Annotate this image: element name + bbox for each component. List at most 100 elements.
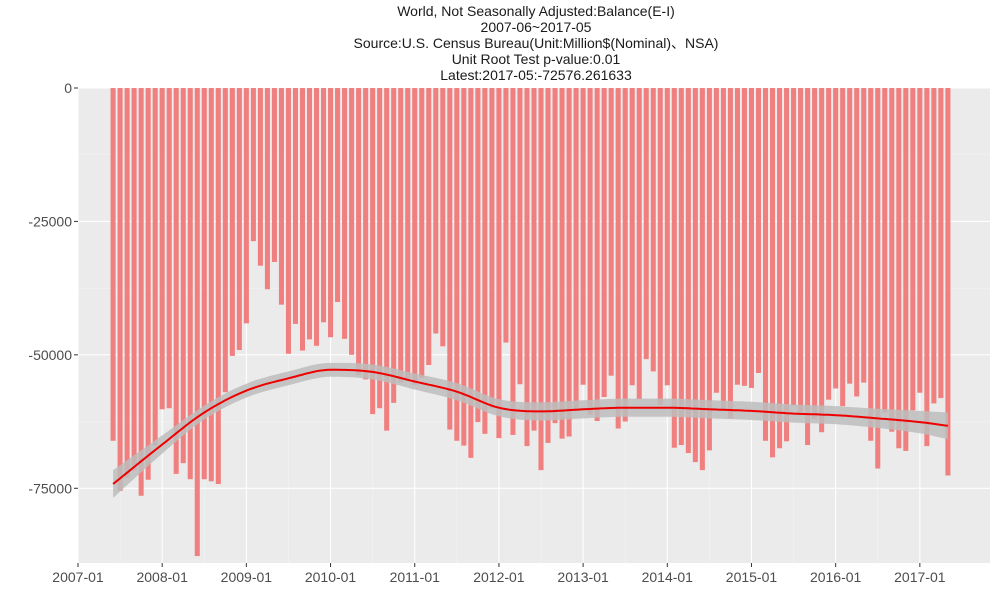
chart-source: Source:U.S. Census Bureau(Unit:Million$(…	[353, 35, 719, 51]
bar	[229, 88, 235, 356]
bar	[580, 88, 586, 385]
bar	[896, 88, 902, 449]
bar	[812, 88, 818, 419]
bar	[854, 88, 860, 397]
bar	[517, 88, 523, 385]
bar	[187, 88, 193, 480]
bar	[868, 88, 874, 441]
bar	[650, 88, 656, 372]
bar	[861, 88, 867, 383]
bar	[573, 88, 579, 410]
x-tick-label: 2015-01	[726, 569, 778, 585]
bar	[566, 88, 572, 437]
bar	[215, 88, 221, 485]
bar	[299, 88, 306, 351]
bar	[131, 88, 137, 471]
bar	[475, 88, 481, 423]
bar	[910, 88, 916, 411]
chart-latest-value: Latest:2017-05:-72576.261633	[440, 67, 632, 83]
bar	[587, 88, 593, 415]
bar	[461, 88, 467, 446]
bar	[657, 88, 663, 406]
x-tick-label: 2011-01	[390, 569, 441, 585]
bar	[840, 88, 846, 407]
bar	[201, 88, 207, 480]
bar	[762, 88, 769, 441]
bar	[594, 88, 600, 422]
bar	[636, 88, 642, 400]
bar	[335, 88, 341, 303]
bar	[159, 88, 165, 410]
bar	[208, 88, 214, 482]
bar	[412, 88, 418, 385]
bar	[285, 88, 291, 354]
bar	[321, 88, 327, 323]
bar	[622, 88, 628, 422]
bar	[328, 88, 334, 338]
bar	[356, 88, 362, 376]
x-tick-label: 2008-01	[136, 569, 188, 585]
bar	[931, 88, 937, 404]
x-tick-label: 2013-01	[557, 569, 609, 585]
chart-title: World, Not Seasonally Adjusted:Balance(E…	[397, 3, 675, 19]
bar	[433, 88, 439, 334]
bar	[313, 88, 320, 346]
bar	[531, 88, 537, 431]
bar	[236, 88, 242, 351]
bar	[875, 88, 881, 469]
bar	[545, 88, 551, 443]
bar	[608, 88, 614, 376]
bar	[664, 88, 670, 386]
bar	[945, 88, 951, 476]
bar	[306, 88, 313, 340]
bar	[882, 88, 888, 413]
bar	[405, 88, 411, 382]
bar	[706, 88, 712, 451]
y-tick-label: -25000	[28, 213, 72, 229]
bar	[384, 88, 390, 431]
bar	[777, 88, 783, 449]
bar	[798, 88, 804, 415]
bar	[152, 88, 158, 447]
bar	[138, 88, 144, 496]
bar	[496, 88, 502, 439]
bar	[342, 88, 348, 339]
bar	[769, 88, 776, 458]
bar	[748, 88, 755, 388]
bar	[426, 88, 432, 365]
bar	[833, 88, 839, 389]
bar	[938, 88, 944, 399]
bar	[727, 88, 733, 419]
bar	[257, 88, 263, 266]
smooth-line	[112, 368, 949, 485]
y-tick-label: -75000	[28, 480, 72, 496]
bar	[166, 88, 172, 409]
bar	[278, 88, 284, 305]
bar	[601, 88, 607, 398]
bar	[741, 88, 747, 386]
bar	[145, 88, 151, 480]
bar	[615, 88, 621, 429]
bar	[173, 88, 179, 474]
bar	[538, 88, 544, 471]
x-tick-label: 2017-01	[894, 569, 946, 585]
bar	[699, 88, 705, 471]
x-tick-label: 2010-01	[305, 569, 357, 585]
x-tick-label: 2016-01	[810, 569, 862, 585]
chart-title-block: World, Not Seasonally Adjusted:Balance(E…	[0, 3, 1000, 83]
bar	[552, 88, 558, 424]
chart-unit-root-test: Unit Root Test p-value:0.01	[451, 51, 621, 67]
bar	[489, 88, 495, 409]
bar	[180, 88, 186, 464]
bar	[117, 88, 123, 491]
bar	[482, 88, 488, 434]
bar	[349, 88, 355, 355]
bar	[791, 88, 797, 406]
bar	[440, 88, 446, 347]
bar	[805, 88, 811, 446]
y-tick-label: -50000	[28, 347, 72, 363]
bar	[292, 88, 299, 324]
bar	[685, 88, 691, 454]
bar	[222, 88, 228, 393]
